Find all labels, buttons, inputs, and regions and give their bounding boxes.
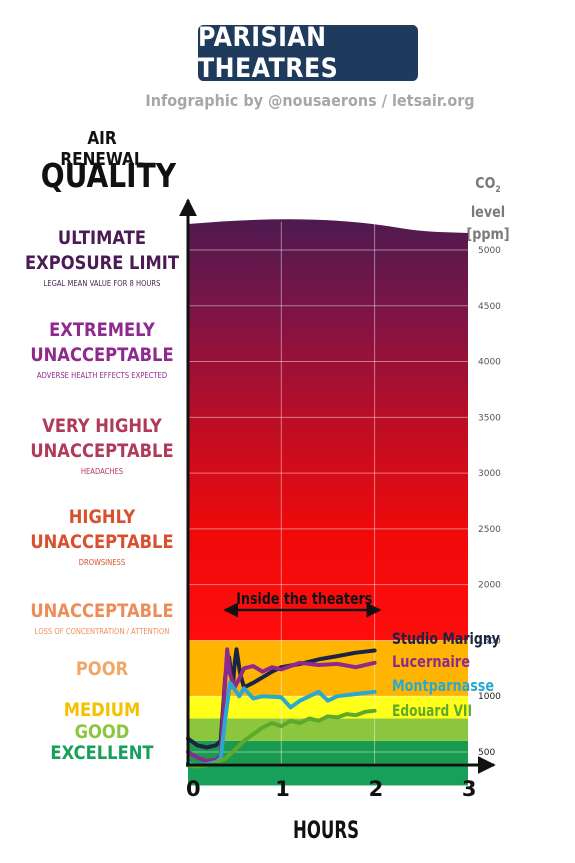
category-extremely: EXTREMELY UNACCEPTABLE ADVERSE HEALTH EF… [8,318,196,382]
category-poor: POOR [8,657,196,682]
x-tick-label: 2 [369,777,384,801]
quality-band [188,696,468,719]
category-note: LEGAL MEAN VALUE FOR 8 HOURS [43,279,161,288]
y-tick-label: 1500 [478,636,501,646]
category-line1: VERY HIGHLY [42,415,162,437]
y-tick-label: 1000 [478,692,501,702]
category-line1: GOOD [74,721,130,743]
x-axis-label: HOURS [293,816,359,844]
y-tick-label: 2500 [478,525,501,535]
series-label: Edouard VII [392,701,472,720]
subtitle: Infographic by @nousaerons / letsair.org [145,91,475,110]
category-line1: EXCELLENT [50,742,154,764]
x-tick-label: 3 [462,777,477,801]
x-tick-label: 0 [186,777,201,801]
y-tick-label: 5000 [478,246,501,256]
y-tick-label: 3500 [478,413,501,423]
y-tick-label: 4000 [478,358,501,368]
y-axis-label: CO2 level [ppm] [457,172,518,245]
category-line1: POOR [75,658,129,680]
category-line2: UNACCEPTABLE [30,440,174,462]
y-tick-label: 4500 [478,302,501,312]
category-line1: MEDIUM [63,699,141,721]
annotation-label: Inside the theaters [236,589,372,608]
quality-band [188,763,468,786]
quality-heading-line2: QUALITY [40,156,177,195]
category-line1: UNACCEPTABLE [30,600,174,622]
category-note: DROWSINESS [78,558,126,567]
series-line [186,708,377,769]
y-tick-label: 2000 [478,581,501,591]
series-label: Studio Marigny [392,629,500,648]
category-excellent: EXCELLENT [8,741,196,766]
category-line2: UNACCEPTABLE [30,531,174,553]
y-axis-label-rest: level [470,203,506,221]
category-ultimate: ULTIMATE EXPOSURE LIMIT LEGAL MEAN VALUE… [8,226,196,290]
category-line2: EXPOSURE LIMIT [24,252,180,274]
y-axis-label-main: CO [475,174,496,192]
series-label: Lucernaire [392,652,470,671]
category-very-highly: VERY HIGHLY UNACCEPTABLE HEADACHES [8,414,196,478]
y-tick-label: 3000 [478,469,501,479]
category-line2: UNACCEPTABLE [30,344,174,366]
category-good: GOOD [8,720,196,745]
y-axis-unit: [ppm] [466,225,510,243]
quality-heading-line1: AIR RENEWAL [60,128,144,170]
x-tick-label: 1 [275,777,290,801]
category-line1: ULTIMATE [57,227,147,249]
y-tick-label: 500 [478,748,495,758]
quality-band [188,718,468,741]
category-note: HEADACHES [80,467,124,476]
category-line1: HIGHLY [68,506,136,528]
background-gradient [188,219,468,641]
category-line1: EXTREMELY [49,319,155,341]
category-note: ADVERSE HEALTH EFFECTS EXPECTED [36,371,168,380]
category-medium: MEDIUM [8,698,196,723]
quality-band [188,740,468,764]
series-label: Montparnasse [392,676,494,695]
category-highly: HIGHLY UNACCEPTABLE DROWSINESS [8,505,196,569]
category-note: LOSS OF CONCENTRATION / ATTENTION [34,627,170,636]
y-axis-label-sub: 2 [495,185,501,195]
category-unacceptable: UNACCEPTABLE LOSS OF CONCENTRATION / ATT… [8,599,196,638]
page-title: PARISIAN THEATRES [198,22,418,84]
